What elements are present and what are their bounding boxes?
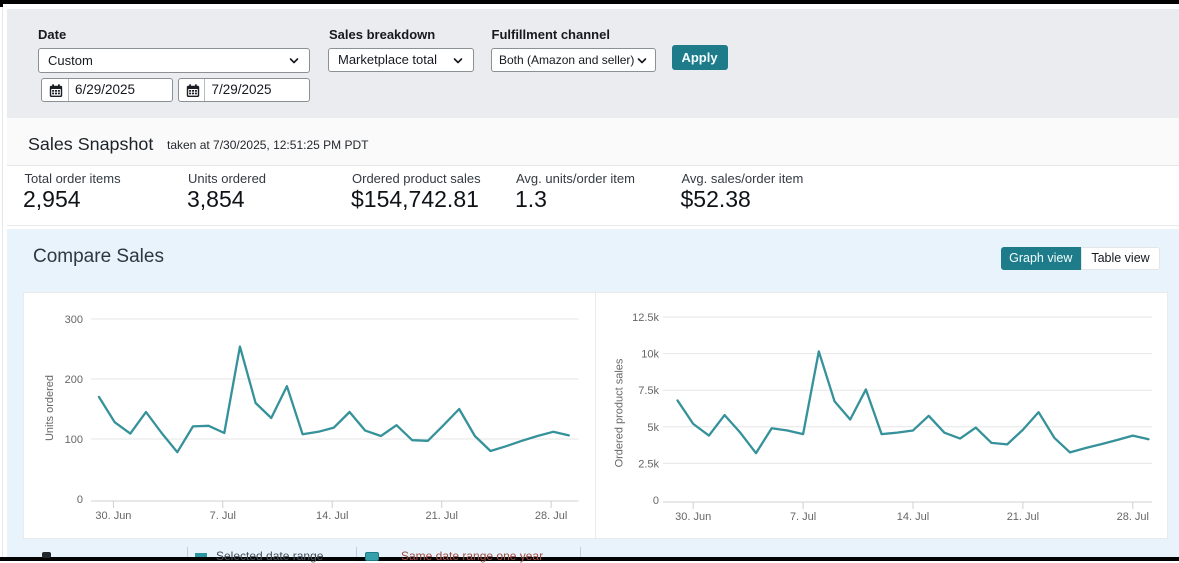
svg-text:5k: 5k — [647, 422, 659, 434]
svg-text:300: 300 — [65, 314, 83, 326]
svg-text:10k: 10k — [641, 349, 659, 361]
svg-text:14. Jul: 14. Jul — [897, 511, 929, 523]
svg-text:7. Jul: 7. Jul — [790, 511, 816, 523]
svg-text:12.5k: 12.5k — [632, 312, 659, 324]
svg-text:14. Jul: 14. Jul — [316, 510, 348, 522]
svg-text:28. Jul: 28. Jul — [1117, 511, 1149, 523]
svg-text:30. Jun: 30. Jun — [675, 511, 711, 523]
svg-text:100: 100 — [65, 434, 83, 446]
svg-text:Units ordered: Units ordered — [44, 375, 56, 441]
svg-text:30. Jun: 30. Jun — [95, 510, 131, 522]
svg-text:Ordered product sales: Ordered product sales — [614, 358, 626, 467]
svg-text:7. Jul: 7. Jul — [210, 510, 236, 522]
svg-text:2.5k: 2.5k — [638, 458, 659, 470]
svg-text:28. Jul: 28. Jul — [535, 510, 567, 522]
svg-text:21. Jul: 21. Jul — [425, 510, 457, 522]
svg-text:200: 200 — [65, 374, 83, 386]
svg-text:7.5k: 7.5k — [638, 385, 659, 397]
svg-text:21. Jul: 21. Jul — [1007, 511, 1039, 523]
svg-text:0: 0 — [653, 495, 659, 507]
svg-text:0: 0 — [77, 494, 83, 506]
